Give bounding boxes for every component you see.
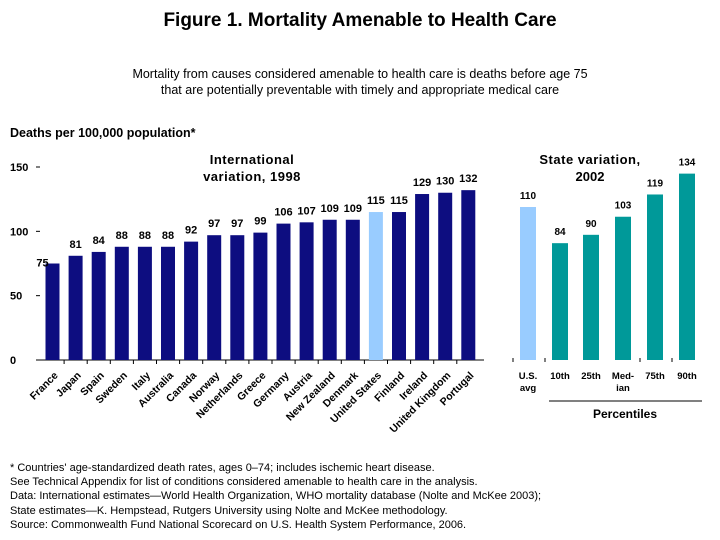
- x-tick-label: 90th: [677, 371, 697, 382]
- data-label: 109: [344, 203, 362, 215]
- bar: [392, 212, 406, 360]
- x-tick-label: 75th: [645, 371, 665, 382]
- bar: [230, 235, 245, 360]
- data-label: 88: [116, 230, 128, 242]
- subtitle-line: that are potentially preventable with ti…: [160, 83, 560, 97]
- bar: [207, 235, 222, 360]
- x-tick-label: ian: [616, 383, 630, 394]
- bar: [552, 243, 568, 360]
- bar: [137, 246, 152, 360]
- data-label: 115: [367, 195, 385, 207]
- bar: [45, 263, 60, 360]
- data-label: 110: [520, 191, 537, 202]
- footnote: See Technical Appendix for list of condi…: [10, 476, 478, 489]
- data-label: 84: [554, 227, 566, 238]
- bar: [345, 219, 360, 360]
- footnotes: * Countries' age-standardized death rate…: [10, 461, 541, 532]
- data-label: 97: [231, 218, 243, 230]
- subtitle-line: Mortality from causes considered amenabl…: [132, 67, 588, 81]
- data-label: 92: [185, 225, 197, 237]
- y-tick-label: 150: [10, 162, 28, 174]
- data-label: 81: [69, 239, 81, 251]
- bar: [253, 232, 268, 360]
- y-tick-label: 100: [10, 226, 28, 238]
- x-tick-label: 25th: [581, 371, 601, 382]
- y-tick-label: 50: [10, 291, 22, 303]
- chart-title: variation, 1998: [203, 169, 301, 184]
- bar: [615, 216, 631, 360]
- bar: [461, 190, 476, 360]
- footnote: * Countries' age-standardized death rate…: [10, 462, 435, 474]
- data-label: 115: [390, 195, 408, 207]
- bar: [299, 222, 314, 360]
- x-tick-label: avg: [520, 383, 537, 394]
- y-tick-label: 0: [10, 355, 16, 367]
- bar: [91, 251, 106, 360]
- bar: [520, 207, 536, 360]
- chart-title: State variation,: [539, 152, 640, 167]
- x-tick-label: Japan: [54, 370, 84, 400]
- data-label: 107: [297, 205, 315, 217]
- bar: [368, 212, 383, 360]
- bar: [114, 246, 129, 360]
- data-label: 88: [162, 230, 174, 242]
- x-tick-label: Med-: [612, 371, 634, 382]
- data-label: 129: [413, 177, 431, 189]
- chart-title: International: [210, 152, 295, 167]
- figure-title: Figure 1. Mortality Amenable to Health C…: [163, 10, 557, 31]
- data-label: 90: [585, 219, 597, 230]
- bar: [161, 246, 175, 360]
- bar: [679, 173, 695, 360]
- data-label: 84: [93, 235, 106, 247]
- y-axis-label: Deaths per 100,000 population*: [10, 126, 196, 140]
- footnote: Source: Commonwealth Fund National Score…: [10, 518, 467, 531]
- figure-subtitle: Mortality from causes considered amenabl…: [0, 66, 720, 98]
- bar: [647, 194, 663, 360]
- data-label: 132: [459, 173, 477, 185]
- data-label: 106: [274, 207, 292, 219]
- bar: [583, 234, 599, 360]
- bar: [438, 192, 453, 360]
- bar: [276, 223, 291, 360]
- data-label: 99: [254, 216, 266, 228]
- footnote: State estimates—K. Hempstead, Rutgers Un…: [10, 504, 448, 517]
- data-label: 75: [36, 258, 48, 270]
- bar: [68, 255, 83, 360]
- x-tick-label: U.S.: [519, 371, 537, 382]
- chart-title: 2002: [576, 169, 605, 184]
- data-label: 119: [647, 178, 664, 189]
- x-tick-label: France: [28, 370, 61, 403]
- data-label: 97: [208, 218, 220, 230]
- x-tick-label: 10th: [550, 371, 570, 382]
- data-label: 88: [139, 230, 151, 242]
- group-label: Percentiles: [593, 407, 657, 421]
- data-label: 109: [321, 203, 339, 215]
- data-label: 130: [436, 176, 454, 188]
- data-label: 103: [615, 201, 632, 212]
- bar: [415, 194, 430, 360]
- footnote: Data: International estimates—World Heal…: [10, 490, 542, 503]
- bar: [322, 219, 337, 360]
- data-label: 134: [679, 158, 696, 169]
- bar: [184, 241, 199, 360]
